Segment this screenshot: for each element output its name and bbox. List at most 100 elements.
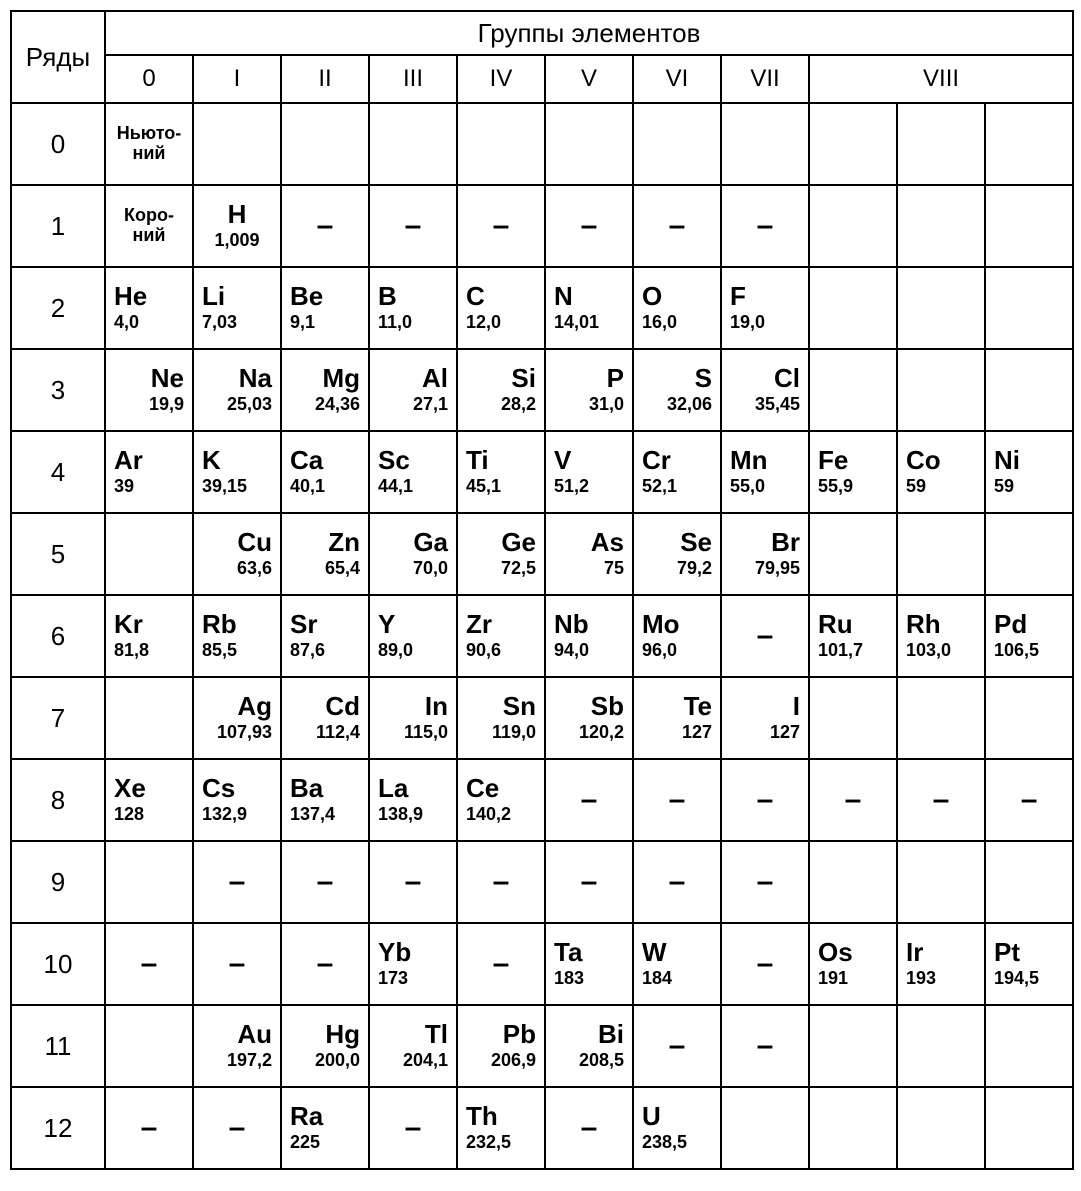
dash-icon: –: [229, 949, 246, 979]
element-mass: 85,5: [202, 641, 237, 661]
cell-r11-c8: [809, 1005, 897, 1087]
element-mass: 225: [290, 1133, 320, 1153]
element-mass: 1,009: [214, 231, 259, 251]
element-mass: 24,36: [315, 395, 360, 415]
cell-r11-c1: Au197,2: [193, 1005, 281, 1087]
element-mass: 94,0: [554, 641, 589, 661]
cell-r6-c4: Zr90,6: [457, 595, 545, 677]
element-mass: 115,0: [404, 723, 448, 743]
cell-r0-c5: [545, 103, 633, 185]
group-header-5: V: [545, 55, 633, 103]
cell-r8-c6: –: [633, 759, 721, 841]
cell-r10-c10: Pt194,5: [985, 923, 1073, 1005]
element-symbol: Mo: [642, 611, 680, 638]
cell-r5-c10: [985, 513, 1073, 595]
dash-icon: –: [757, 621, 774, 651]
table-row: 0Ньюто-ний: [11, 103, 1073, 185]
cell-r6-c0: Kr81,8: [105, 595, 193, 677]
table-row: 3Ne19,9Na25,03Mg24,36Al27,1Si28,2P31,0S3…: [11, 349, 1073, 431]
cell-r8-c8: –: [809, 759, 897, 841]
cell-r4-c2: Ca40,1: [281, 431, 369, 513]
cell-r9-c0: [105, 841, 193, 923]
cell-r12-c3: –: [369, 1087, 457, 1169]
element-mass: 183: [554, 969, 584, 989]
dash-icon: –: [493, 867, 510, 897]
dash-icon: –: [757, 867, 774, 897]
element-mass: 39: [114, 477, 134, 497]
element-mass: 79,95: [755, 559, 800, 579]
dash-icon: –: [493, 949, 510, 979]
cell-r12-c8: [809, 1087, 897, 1169]
row-header-9: 9: [11, 841, 105, 923]
element-symbol: Cd: [325, 693, 360, 720]
cell-note-line: ний: [132, 226, 165, 246]
cell-r5-c6: Se79,2: [633, 513, 721, 595]
element-symbol: K: [202, 447, 221, 474]
cell-r0-c0: Ньюто-ний: [105, 103, 193, 185]
element-symbol: Zn: [328, 529, 360, 556]
cell-r8-c2: Ba137,4: [281, 759, 369, 841]
element-symbol: Ru: [818, 611, 853, 638]
element-mass: 16,0: [642, 313, 677, 333]
element-symbol: Be: [290, 283, 323, 310]
dash-icon: –: [757, 949, 774, 979]
cell-r8-c4: Ce140,2: [457, 759, 545, 841]
element-mass: 79,2: [677, 559, 712, 579]
cell-r10-c9: Ir193: [897, 923, 985, 1005]
element-symbol: Pd: [994, 611, 1027, 638]
element-mass: 194,5: [994, 969, 1039, 989]
cell-r0-c2: [281, 103, 369, 185]
cell-r5-c5: As75: [545, 513, 633, 595]
element-symbol: Cs: [202, 775, 235, 802]
cell-r9-c10: [985, 841, 1073, 923]
row-header-12: 12: [11, 1087, 105, 1169]
element-mass: 31,0: [589, 395, 624, 415]
element-symbol: Rb: [202, 611, 237, 638]
row-header-6: 6: [11, 595, 105, 677]
cell-r1-c6: –: [633, 185, 721, 267]
cell-r9-c3: –: [369, 841, 457, 923]
cell-r11-c0: [105, 1005, 193, 1087]
rows-header: Ряды: [11, 11, 105, 103]
row-header-11: 11: [11, 1005, 105, 1087]
cell-r11-c7: –: [721, 1005, 809, 1087]
cell-r4-c7: Mn55,0: [721, 431, 809, 513]
cell-r11-c3: Tl204,1: [369, 1005, 457, 1087]
dash-icon: –: [581, 867, 598, 897]
row-header-3: 3: [11, 349, 105, 431]
element-mass: 101,7: [818, 641, 863, 661]
element-symbol: H: [228, 201, 247, 228]
cell-r4-c9: Co59: [897, 431, 985, 513]
element-symbol: Y: [378, 611, 395, 638]
cell-r1-c9: [897, 185, 985, 267]
element-mass: 96,0: [642, 641, 677, 661]
table-row: 8Xe128Cs132,9Ba137,4La138,9Ce140,2––––––: [11, 759, 1073, 841]
cell-r3-c6: S32,06: [633, 349, 721, 431]
row-header-8: 8: [11, 759, 105, 841]
element-mass: 59: [906, 477, 926, 497]
cell-r3-c2: Mg 24,36: [281, 349, 369, 431]
element-symbol: Mg: [322, 365, 360, 392]
dash-icon: –: [141, 949, 158, 979]
element-symbol: Tl: [425, 1021, 448, 1048]
element-symbol: Yb: [378, 939, 411, 966]
cell-r11-c6: –: [633, 1005, 721, 1087]
element-symbol: Ba: [290, 775, 323, 802]
cell-r1-c3: –: [369, 185, 457, 267]
element-symbol: Br: [771, 529, 800, 556]
groups-header: Группы элементов: [105, 11, 1073, 55]
element-symbol: O: [642, 283, 662, 310]
dash-icon: –: [757, 785, 774, 815]
cell-r7-c8: [809, 677, 897, 759]
cell-r10-c1: –: [193, 923, 281, 1005]
cell-r3-c8: [809, 349, 897, 431]
element-symbol: C: [466, 283, 485, 310]
cell-r12-c9: [897, 1087, 985, 1169]
dash-icon: –: [757, 1031, 774, 1061]
cell-r2-c1: Li7,03: [193, 267, 281, 349]
cell-r7-c9: [897, 677, 985, 759]
cell-r4-c0: Ar39: [105, 431, 193, 513]
element-symbol: Cl: [774, 365, 800, 392]
cell-r2-c2: Be9,1: [281, 267, 369, 349]
cell-r6-c7: –: [721, 595, 809, 677]
